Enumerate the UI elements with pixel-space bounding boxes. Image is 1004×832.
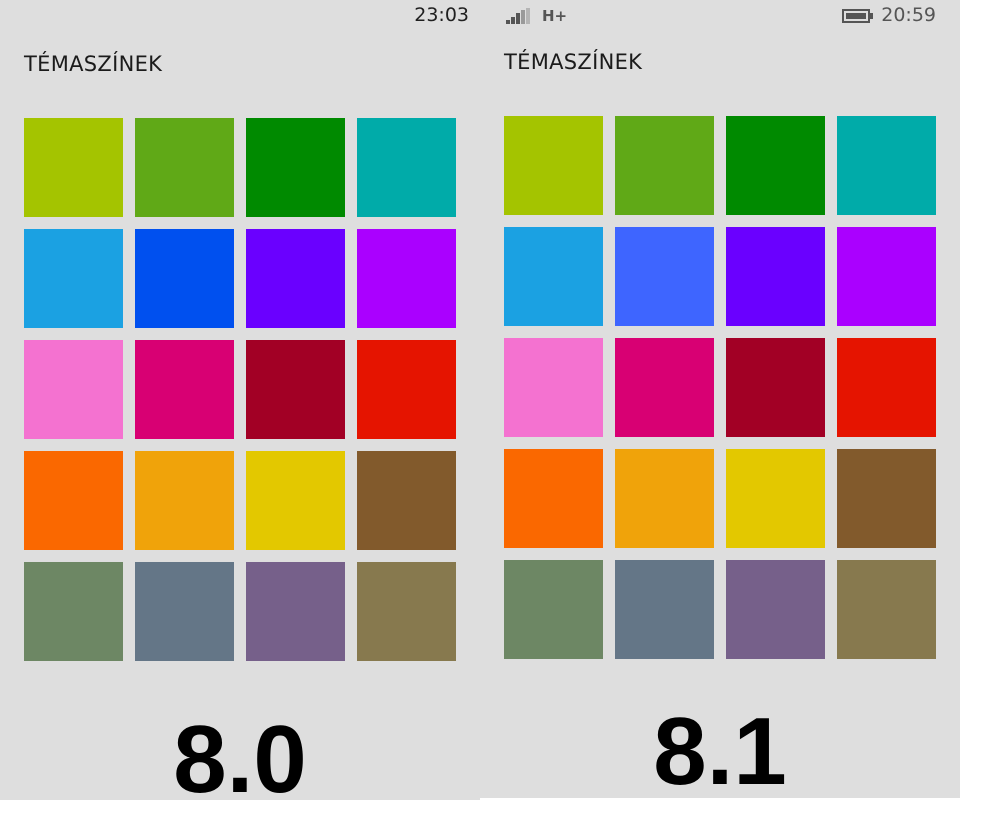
accent-color-swatch[interactable] <box>24 340 123 439</box>
battery-icon <box>842 9 873 23</box>
accent-color-swatch[interactable] <box>726 116 825 215</box>
status-bar-time: 20:59 <box>881 4 936 26</box>
accent-color-swatch[interactable] <box>357 562 456 661</box>
signal-strength-icon <box>506 8 530 24</box>
accent-color-swatch[interactable] <box>837 227 936 326</box>
page-title: TÉMASZÍNEK <box>24 52 163 76</box>
accent-color-swatch[interactable] <box>615 116 714 215</box>
accent-color-swatch[interactable] <box>24 118 123 217</box>
accent-color-swatch[interactable] <box>246 451 345 550</box>
accent-color-swatch[interactable] <box>837 116 936 215</box>
accent-color-swatch[interactable] <box>726 449 825 548</box>
accent-color-swatch[interactable] <box>615 560 714 659</box>
accent-color-swatch[interactable] <box>135 562 234 661</box>
accent-color-swatch[interactable] <box>24 229 123 328</box>
accent-color-swatch[interactable] <box>837 338 936 437</box>
accent-color-swatch[interactable] <box>24 451 123 550</box>
page-title: TÉMASZÍNEK <box>504 50 643 74</box>
network-type-indicator: H+ <box>542 7 568 25</box>
accent-color-swatch[interactable] <box>135 451 234 550</box>
accent-color-swatch[interactable] <box>357 340 456 439</box>
accent-color-swatch[interactable] <box>615 338 714 437</box>
accent-color-swatch[interactable] <box>135 229 234 328</box>
accent-color-swatch[interactable] <box>504 227 603 326</box>
version-label: 8.0 <box>173 706 307 813</box>
accent-color-swatch[interactable] <box>615 449 714 548</box>
accent-color-swatch[interactable] <box>837 449 936 548</box>
accent-color-swatch[interactable] <box>837 560 936 659</box>
accent-color-swatch[interactable] <box>726 227 825 326</box>
accent-color-grid <box>24 118 456 661</box>
accent-color-swatch[interactable] <box>246 562 345 661</box>
accent-color-swatch[interactable] <box>357 229 456 328</box>
accent-color-swatch[interactable] <box>135 340 234 439</box>
accent-color-swatch[interactable] <box>24 562 123 661</box>
phone-screen-8-0: 23:03 TÉMASZÍNEK 8.0 <box>0 0 480 808</box>
accent-color-swatch[interactable] <box>357 451 456 550</box>
accent-color-swatch[interactable] <box>246 118 345 217</box>
accent-color-swatch[interactable] <box>504 116 603 215</box>
accent-color-swatch[interactable] <box>615 227 714 326</box>
accent-color-swatch[interactable] <box>504 449 603 548</box>
accent-color-swatch[interactable] <box>504 560 603 659</box>
phone-screen-8-1: H+ 20:59 TÉMASZÍNEK 8.1 <box>480 0 960 805</box>
accent-color-swatch[interactable] <box>246 229 345 328</box>
version-label: 8.1 <box>653 698 787 805</box>
accent-color-swatch[interactable] <box>726 560 825 659</box>
accent-color-swatch[interactable] <box>726 338 825 437</box>
accent-color-swatch[interactable] <box>504 338 603 437</box>
accent-color-grid <box>504 116 936 659</box>
status-bar-time: 23:03 <box>414 4 469 26</box>
accent-color-swatch[interactable] <box>357 118 456 217</box>
accent-color-swatch[interactable] <box>246 340 345 439</box>
accent-color-swatch[interactable] <box>135 118 234 217</box>
